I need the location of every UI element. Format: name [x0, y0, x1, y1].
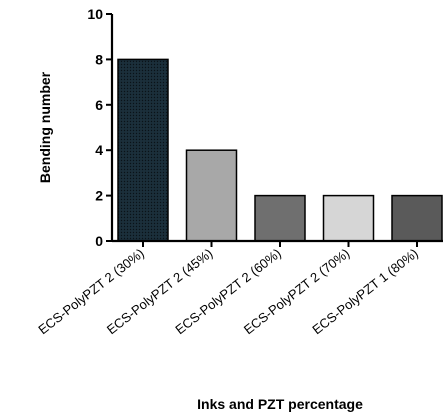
axes-layer: [110, 14, 443, 243]
bar-4: [322, 194, 375, 242]
bar-1: [117, 58, 169, 242]
bar-3: [254, 194, 306, 242]
x-axis-title: Inks and PZT percentage: [197, 396, 363, 412]
y-tick-label-8: 8: [95, 51, 103, 67]
y-axis-title: Bending number: [37, 71, 53, 183]
bar-5: [391, 194, 443, 242]
y-tick-label-0: 0: [95, 233, 103, 249]
y-tick-label-2: 2: [95, 188, 103, 204]
y-tick-label-6: 6: [95, 97, 103, 113]
bars-layer: [117, 58, 443, 242]
bar-2: [185, 149, 238, 242]
y-tick-label-10: 10: [87, 6, 103, 22]
y-ticks: 0 2 4 6 8 10: [87, 6, 112, 249]
y-tick-label-4: 4: [95, 142, 103, 158]
x-tick-labels: ECS-PolyPZT 2 (30%)ECS-PolyPZT 2 (45%)EC…: [35, 241, 421, 337]
